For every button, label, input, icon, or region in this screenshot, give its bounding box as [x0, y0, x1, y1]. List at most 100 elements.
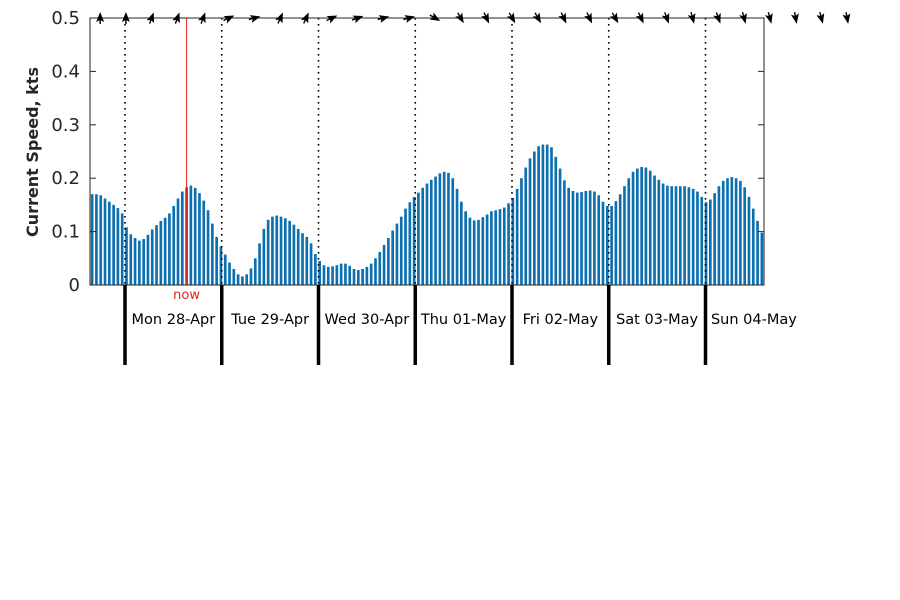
bar — [494, 210, 498, 285]
bar — [584, 191, 588, 285]
bar — [417, 192, 420, 285]
arrow-head — [378, 15, 390, 23]
arrow-head — [352, 15, 364, 24]
bar — [408, 202, 412, 285]
arrow-head — [532, 12, 542, 24]
day-divider-group — [124, 18, 707, 285]
bar — [618, 194, 622, 285]
direction-arrow — [429, 12, 441, 21]
bar — [266, 219, 270, 285]
arrow-head — [326, 15, 338, 24]
direction-arrow — [687, 12, 696, 24]
bar — [176, 198, 180, 285]
bar — [550, 147, 553, 285]
arrow-head — [249, 15, 261, 23]
bar — [696, 191, 699, 285]
bar — [335, 265, 339, 285]
bar — [262, 228, 266, 285]
bar — [378, 251, 382, 285]
direction-arrow — [635, 12, 644, 24]
bar — [326, 266, 330, 285]
bar — [558, 168, 562, 285]
bar — [760, 232, 764, 285]
direction-arrow — [300, 12, 309, 24]
bar — [318, 260, 322, 285]
bar — [429, 179, 433, 285]
bar — [614, 201, 618, 285]
direction-arrow — [764, 12, 773, 24]
y-tick-label: 0.2 — [51, 168, 80, 189]
bar — [253, 258, 257, 285]
bar — [597, 195, 601, 285]
bar — [275, 215, 279, 285]
bar — [159, 220, 163, 285]
bar — [717, 186, 721, 285]
plot-frame — [89, 17, 765, 286]
bar — [301, 233, 304, 285]
bar — [344, 263, 347, 285]
bar — [211, 223, 214, 285]
direction-arrow — [96, 12, 105, 24]
bar — [691, 188, 695, 285]
direction-arrow — [455, 12, 464, 24]
bar — [537, 146, 540, 285]
bar — [249, 268, 253, 285]
bar — [627, 178, 631, 285]
arrow-head — [842, 13, 851, 24]
direction-arrow — [377, 15, 390, 23]
direction-arrow — [713, 12, 721, 24]
y-tick-label: 0.5 — [51, 8, 80, 29]
day-label: Mon 28-Apr — [132, 312, 216, 328]
bar — [524, 167, 528, 285]
day-label: Thu 01-May — [420, 312, 507, 328]
now-label: now — [173, 288, 200, 303]
direction-arrow — [661, 12, 670, 24]
arrow-head — [635, 12, 644, 24]
bar — [721, 180, 725, 285]
bar — [120, 213, 124, 285]
bar — [395, 223, 399, 285]
bar — [498, 209, 502, 285]
direction-arrow — [275, 12, 283, 24]
bar — [442, 171, 446, 285]
arrow-head — [455, 12, 464, 24]
bar — [631, 171, 635, 285]
bar — [571, 191, 575, 285]
arrow-head — [713, 12, 721, 24]
bar — [296, 228, 300, 285]
now-marker-group: now — [173, 18, 200, 303]
direction-arrow — [584, 12, 593, 24]
bar — [644, 167, 648, 285]
bar — [481, 217, 485, 285]
bar — [674, 186, 678, 285]
bar — [116, 208, 120, 285]
bar — [713, 193, 716, 285]
bar — [460, 201, 463, 285]
bar — [112, 204, 115, 285]
bar — [314, 254, 317, 285]
bar — [168, 213, 171, 285]
bar — [356, 270, 360, 285]
bar — [528, 158, 532, 285]
y-tick-label: 0.3 — [51, 115, 80, 136]
y-axis: 0 0.1 0.2 0.3 0.4 0.5 — [51, 8, 764, 296]
direction-arrow — [506, 12, 516, 24]
day-label: Tue 29-Apr — [230, 312, 309, 328]
bar — [331, 266, 334, 285]
bar — [653, 175, 656, 285]
bar — [258, 243, 261, 285]
bar — [382, 244, 386, 285]
day-label: Fri 02-May — [523, 312, 599, 328]
bar — [107, 201, 111, 285]
direction-arrow — [403, 15, 416, 23]
bar — [636, 168, 639, 285]
bar — [172, 205, 176, 285]
day-label: Sat 03-May — [616, 312, 698, 328]
direction-arrow-group — [96, 11, 851, 24]
arrow-head — [481, 12, 490, 24]
arrow-head — [198, 12, 206, 24]
bar — [447, 172, 450, 285]
bar — [150, 229, 154, 285]
bar — [588, 190, 592, 285]
